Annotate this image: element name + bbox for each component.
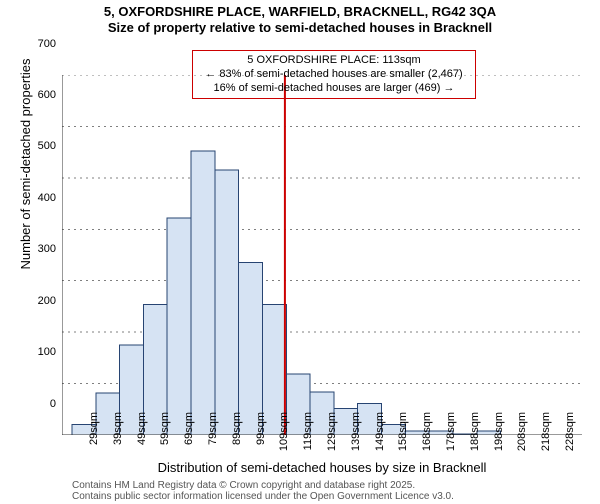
xtick-label: 129sqm xyxy=(326,412,338,462)
annotation-line-2: ← 83% of semi-detached houses are smalle… xyxy=(199,68,469,82)
x-axis-label: Distribution of semi-detached houses by … xyxy=(62,460,582,475)
xtick-label: 69sqm xyxy=(183,412,195,462)
xtick-label: 168sqm xyxy=(421,412,433,462)
chart-title: 5, OXFORDSHIRE PLACE, WARFIELD, BRACKNEL… xyxy=(0,4,600,20)
xtick-label: 29sqm xyxy=(88,412,100,462)
xtick-label: 59sqm xyxy=(159,412,171,462)
ytick-label: 0 xyxy=(22,398,56,410)
annotation-box: 5 OXFORDSHIRE PLACE: 113sqm ← 83% of sem… xyxy=(192,50,476,99)
xtick-label: 218sqm xyxy=(540,412,552,462)
xtick-label: 188sqm xyxy=(469,412,481,462)
xtick-label: 139sqm xyxy=(350,412,362,462)
caption-line-1: Contains HM Land Registry data © Crown c… xyxy=(72,480,454,491)
plot-area xyxy=(62,75,582,435)
ytick-label: 300 xyxy=(22,243,56,255)
xtick-label: 178sqm xyxy=(445,412,457,462)
bar xyxy=(191,151,215,435)
xtick-label: 109sqm xyxy=(278,412,290,462)
xtick-label: 39sqm xyxy=(112,412,124,462)
bar xyxy=(167,218,191,435)
ytick-label: 600 xyxy=(22,89,56,101)
xtick-label: 119sqm xyxy=(302,412,314,462)
xtick-label: 198sqm xyxy=(493,412,505,462)
ytick-label: 500 xyxy=(22,140,56,152)
bar xyxy=(239,263,263,435)
y-axis-label: Number of semi-detached properties xyxy=(18,0,33,344)
caption-line-2: Contains public sector information licen… xyxy=(72,491,454,502)
ytick-label: 100 xyxy=(22,346,56,358)
ytick-label: 700 xyxy=(22,38,56,50)
xtick-label: 99sqm xyxy=(255,412,267,462)
ytick-label: 400 xyxy=(22,192,56,204)
xtick-label: 89sqm xyxy=(231,412,243,462)
chart-svg xyxy=(62,75,582,435)
caption: Contains HM Land Registry data © Crown c… xyxy=(72,480,454,502)
xtick-label: 149sqm xyxy=(374,412,386,462)
ytick-label: 200 xyxy=(22,295,56,307)
chart-subtitle: Size of property relative to semi-detach… xyxy=(0,20,600,36)
xtick-label: 158sqm xyxy=(397,412,409,462)
xtick-label: 228sqm xyxy=(564,412,576,462)
xtick-label: 208sqm xyxy=(516,412,528,462)
bar xyxy=(215,170,239,435)
xtick-label: 49sqm xyxy=(136,412,148,462)
annotation-line-1: 5 OXFORDSHIRE PLACE: 113sqm xyxy=(199,54,469,68)
xtick-label: 79sqm xyxy=(207,412,219,462)
annotation-line-3: 16% of semi-detached houses are larger (… xyxy=(199,82,469,96)
